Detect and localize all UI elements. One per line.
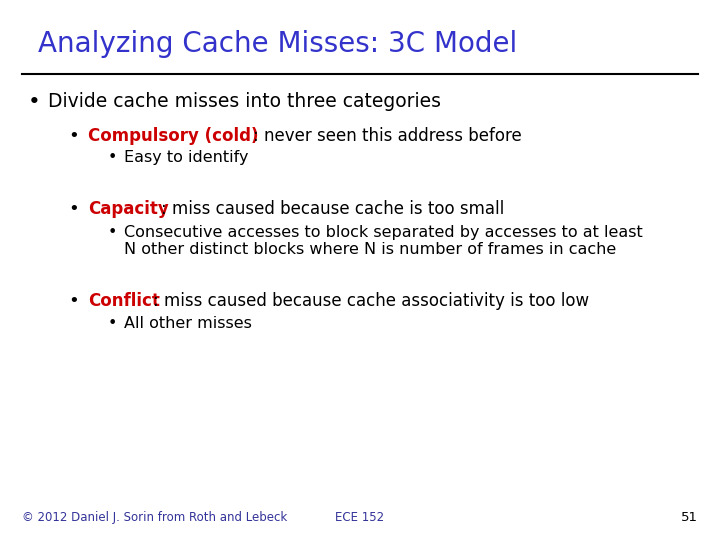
Text: Easy to identify: Easy to identify bbox=[124, 150, 248, 165]
Text: Consecutive accesses to block separated by accesses to at least
N other distinct: Consecutive accesses to block separated … bbox=[124, 225, 643, 258]
Text: Conflict: Conflict bbox=[88, 292, 160, 310]
Text: •: • bbox=[108, 316, 117, 331]
Text: : miss caused because cache is too small: : miss caused because cache is too small bbox=[161, 200, 504, 218]
Text: All other misses: All other misses bbox=[124, 316, 252, 331]
Text: ECE 152: ECE 152 bbox=[336, 511, 384, 524]
Text: Compulsory (cold): Compulsory (cold) bbox=[88, 127, 258, 145]
Text: : never seen this address before: : never seen this address before bbox=[253, 127, 522, 145]
Text: 51: 51 bbox=[681, 511, 698, 524]
Text: Divide cache misses into three categories: Divide cache misses into three categorie… bbox=[48, 92, 441, 111]
Text: : miss caused because cache associativity is too low: : miss caused because cache associativit… bbox=[153, 292, 589, 310]
Text: •: • bbox=[108, 225, 117, 240]
Text: Capacity: Capacity bbox=[88, 200, 168, 218]
Text: •: • bbox=[108, 150, 117, 165]
Text: •: • bbox=[68, 200, 78, 218]
Text: Analyzing Cache Misses: 3C Model: Analyzing Cache Misses: 3C Model bbox=[38, 30, 517, 58]
Text: © 2012 Daniel J. Sorin from Roth and Lebeck: © 2012 Daniel J. Sorin from Roth and Leb… bbox=[22, 511, 287, 524]
Text: •: • bbox=[28, 92, 41, 112]
Text: •: • bbox=[68, 127, 78, 145]
Text: •: • bbox=[68, 292, 78, 310]
